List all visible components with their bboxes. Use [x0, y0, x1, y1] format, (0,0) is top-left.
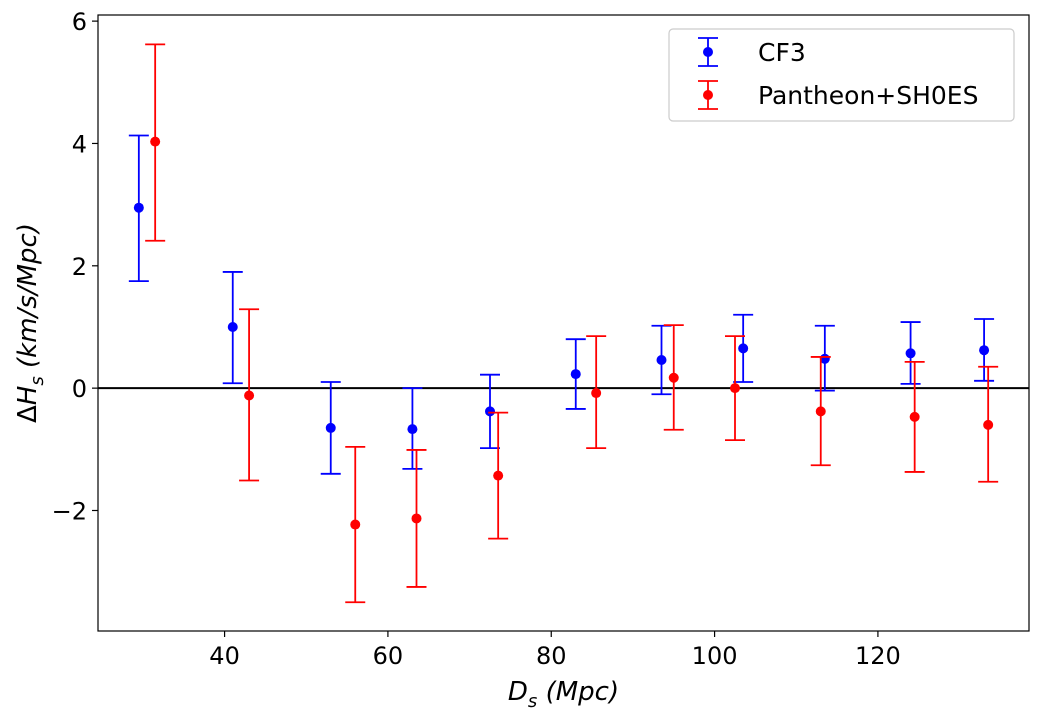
data-point: [150, 136, 161, 147]
y-axis-label: ΔHs (km/s/Mpc): [13, 223, 48, 423]
legend-entry: CF3: [698, 37, 806, 67]
data-point: [905, 348, 916, 359]
legend-marker: [703, 47, 713, 57]
x-tick-label: 100: [692, 642, 738, 670]
legend-label: CF3: [758, 38, 806, 67]
y-tick-label: 6: [72, 8, 87, 36]
data-point: [909, 411, 920, 422]
data-point: [656, 355, 667, 366]
data-point: [730, 383, 740, 394]
data-point: [325, 422, 336, 433]
legend-marker: [703, 90, 713, 100]
y-tick-label: 2: [72, 253, 87, 281]
data-point: [983, 419, 994, 430]
legend: CF3 Pantheon+SH0ES: [668, 28, 1015, 122]
data-point: [227, 321, 238, 332]
y-tick-label: 0: [72, 375, 87, 403]
y-tick-label: 4: [72, 130, 87, 158]
data-point: [133, 202, 144, 213]
data-point: [668, 372, 679, 383]
x-tick-label: 80: [536, 642, 567, 670]
data-point: [411, 513, 422, 524]
ticks-layer: 40 60 80 100 120 −2 0 2 4 6: [52, 8, 901, 670]
data-point: [493, 470, 504, 481]
series-pantheon-sh0es: [145, 43, 999, 604]
data-point: [591, 388, 602, 399]
y-tick-label: −2: [52, 497, 87, 525]
legend-label: Pantheon+SH0ES: [758, 81, 978, 110]
data-point: [407, 424, 418, 435]
data-point: [244, 390, 255, 401]
x-tick-label: 40: [209, 642, 240, 670]
plot-frame: [97, 14, 1030, 632]
series-layer: [128, 43, 999, 604]
data-point: [485, 406, 495, 417]
data-point: [979, 345, 990, 356]
legend-box: [668, 28, 1015, 122]
x-tick-label: 60: [373, 642, 404, 670]
series-cf3: [128, 134, 995, 475]
data-point: [738, 343, 749, 354]
data-point: [815, 406, 826, 417]
legend-entry: Pantheon+SH0ES: [698, 80, 978, 110]
data-point: [570, 369, 581, 380]
x-axis-label: Ds (Mpc): [508, 677, 619, 712]
x-tick-label: 120: [855, 642, 901, 670]
data-point: [350, 519, 361, 530]
